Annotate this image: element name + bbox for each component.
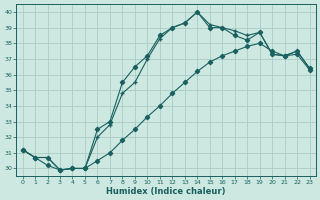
X-axis label: Humidex (Indice chaleur): Humidex (Indice chaleur) [106,187,226,196]
